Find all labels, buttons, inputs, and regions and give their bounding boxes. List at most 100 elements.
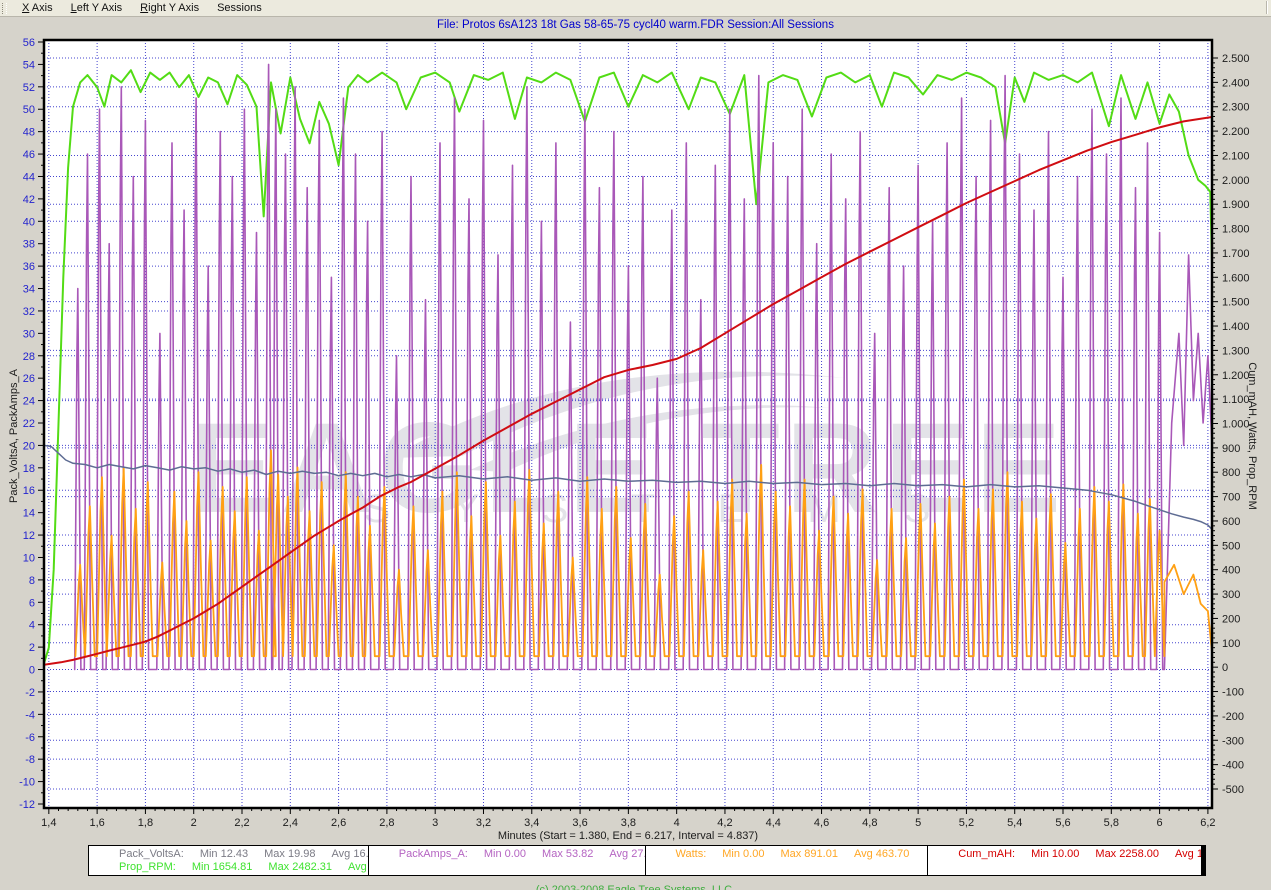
axis-tick-label: 36 <box>23 261 35 273</box>
axis-tick-label: 400 <box>1222 565 1240 577</box>
axis-tick-label: 52 <box>23 82 35 94</box>
axis-tick-label: 5,4 <box>1007 817 1022 829</box>
axis-tick-label: 1.800 <box>1222 224 1250 236</box>
axis-tick-label: -12 <box>19 799 35 811</box>
axis-tick-label: 1.700 <box>1222 248 1250 260</box>
axis-tick-label: 26 <box>23 373 35 385</box>
menu-item-x-axis[interactable]: X Axis <box>22 1 53 14</box>
series-cum_mah <box>44 116 1212 666</box>
axis-tick-label: 1.200 <box>1222 370 1250 382</box>
axis-tick-label: -400 <box>1222 760 1244 772</box>
axis-tick-label: 6,2 <box>1200 817 1215 829</box>
axis-tick-label: 24 <box>23 396 35 408</box>
axis-tick-label: 2 <box>191 817 197 829</box>
axis-tick-label: 22 <box>23 418 35 430</box>
axis-tick-label: 50 <box>23 104 35 116</box>
axis-tick-label: 2.100 <box>1222 150 1250 162</box>
axis-tick-label: 4 <box>674 817 680 829</box>
menu-item-right-y-axis[interactable]: Right Y Axis <box>140 1 200 14</box>
axis-tick-label: 1,4 <box>41 817 56 829</box>
axis-tick-label: 2.400 <box>1222 77 1250 89</box>
file-session-header: File: Protos 6sA123 18t Gas 58-65-75 cyc… <box>437 19 834 31</box>
left-axis-labels: 5654525048464442403836343230282624222018… <box>19 37 35 811</box>
axis-tick-label: 6 <box>29 597 35 609</box>
right-axis-labels: 2.500 2.400 2.300 2.200 2.100 2.000 1.900 1.800… <box>1222 53 1250 796</box>
axis-tick-label: 2 <box>29 642 35 654</box>
menu-item-sessions[interactable]: Sessions <box>217 1 262 14</box>
menu-item-left-y-axis[interactable]: Left Y Axis <box>70 1 123 14</box>
axis-tick-label: 1.600 <box>1222 272 1250 284</box>
axis-tick-label: 34 <box>23 284 35 296</box>
axis-tick-label: 5,2 <box>959 817 974 829</box>
axis-tick-label: 200 <box>1222 613 1240 625</box>
axis-tick-label: -500 <box>1222 784 1244 796</box>
axis-tick-label: -4 <box>25 709 35 721</box>
axis-tick-label: 300 <box>1222 589 1240 601</box>
right-axis-title: Cum_mAH, Watts, Prop_RPM <box>1246 362 1258 510</box>
axis-tick-label: 1.900 <box>1222 199 1250 211</box>
axis-tick-label: 900 <box>1222 443 1240 455</box>
axis-tick-label: 28 <box>23 351 35 363</box>
axis-tick-label: 5,6 <box>1055 817 1070 829</box>
axis-tick-label: 1.300 <box>1222 345 1250 357</box>
axis-tick-label: 2,4 <box>283 817 298 829</box>
axis-tick-label: 6 <box>1157 817 1163 829</box>
axis-tick-label: 100 <box>1222 638 1240 650</box>
series-prop_rpm <box>44 69 1212 665</box>
axis-tick-label: -2 <box>25 687 35 699</box>
axis-tick-label: 20 <box>23 440 35 452</box>
axis-tick-label: -8 <box>25 754 35 766</box>
axis-tick-label: 3,4 <box>524 817 539 829</box>
axis-tick-label: -100 <box>1222 687 1244 699</box>
grid-lines <box>44 40 1212 808</box>
axis-tick-label: 4 <box>29 620 35 632</box>
axis-tick-label: 2.500 <box>1222 53 1250 65</box>
axis-tick-label: 3 <box>432 817 438 829</box>
axis-tick-label: 700 <box>1222 492 1240 504</box>
axis-tick-label: 1.400 <box>1222 321 1250 333</box>
left-axis-title: Pack_VoltsA, PackAmps_A <box>8 369 20 503</box>
axis-tick-label: 46 <box>23 149 35 161</box>
axis-tick-label: -10 <box>19 777 35 789</box>
axis-tick-label: 500 <box>1222 540 1240 552</box>
axis-tick-label: 3,2 <box>476 817 491 829</box>
axis-tick-label: 10 <box>23 552 35 564</box>
axis-tick-label: 56 <box>23 37 35 49</box>
axis-tick-label: 18 <box>23 463 35 475</box>
axis-tick-label: 16 <box>23 485 35 497</box>
axis-tick-label: 44 <box>23 171 35 183</box>
axis-tick-label: 0 <box>1222 662 1228 674</box>
axis-tick-label: 54 <box>23 59 35 71</box>
axis-tick-label: 800 <box>1222 467 1240 479</box>
axis-tick-label: 14 <box>23 508 35 520</box>
axis-tick-label: 2.000 <box>1222 175 1250 187</box>
axis-tick-label: 2.300 <box>1222 102 1250 114</box>
series-group <box>44 63 1212 671</box>
x-axis-title: Minutes (Start = 1.380, End = 6.217, Int… <box>497 830 759 842</box>
toolbar-gripper-icon <box>2 2 7 14</box>
axis-tick-label: 2,6 <box>331 817 346 829</box>
axis-tick-label: 4,6 <box>814 817 829 829</box>
series-packamps_a <box>73 63 1212 671</box>
axis-tick-label: 2,2 <box>234 817 249 829</box>
axis-tick-label: 4,8 <box>862 817 877 829</box>
axis-tick-label: 0 <box>29 665 35 677</box>
axis-tick-label: 5 <box>915 817 921 829</box>
menu-bar-right-separator <box>1266 1 1268 14</box>
series-watts <box>74 449 1212 658</box>
axis-tick-label: 32 <box>23 306 35 318</box>
stats-cell-2: Watts: Min 0.00 Max 891.01 Avg 463.70 <box>646 846 929 875</box>
axis-tick-label: 4,4 <box>766 817 781 829</box>
axis-tick-label: 48 <box>23 127 35 139</box>
series-pack_voltsa <box>44 444 1212 531</box>
axis-tick-label: 42 <box>23 194 35 206</box>
